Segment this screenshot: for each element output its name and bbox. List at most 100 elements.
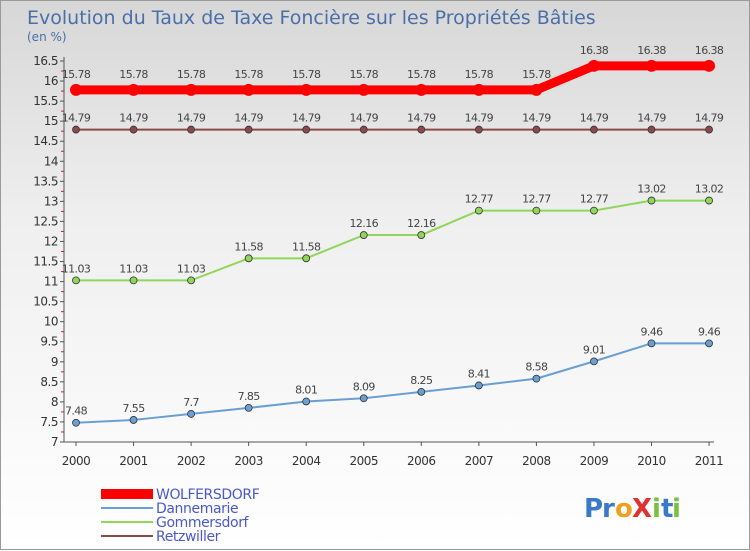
data-point	[129, 416, 138, 424]
legend: WOLFERSDORFDannemarieGommersdorfRetzwill…	[101, 487, 260, 545]
data-label: 14.79	[695, 112, 724, 125]
y-tick-label: 7.5	[40, 415, 58, 429]
data-label: 14.79	[522, 112, 551, 125]
logo-letter: o	[615, 494, 634, 524]
data-label: 15.78	[292, 68, 321, 81]
data-label: 14.79	[580, 112, 609, 125]
y-tick-label: 13.5	[33, 174, 58, 188]
data-label: 7.85	[238, 390, 261, 403]
data-label: 15.78	[177, 68, 206, 81]
x-tick-label: 2003	[234, 454, 263, 468]
data-label: 9.46	[698, 325, 721, 338]
data-point	[187, 276, 196, 285]
data-label: 15.78	[119, 68, 148, 81]
data-point	[359, 394, 368, 403]
data-label: 15.78	[407, 68, 436, 81]
x-tick-label: 2011	[695, 454, 724, 468]
data-label: 8.25	[410, 374, 433, 387]
legend-label: Dannemarie	[156, 501, 238, 517]
data-point	[645, 59, 658, 72]
data-point	[244, 254, 253, 263]
y-tick-label: 11	[44, 275, 58, 289]
data-point	[187, 410, 196, 418]
logo-letter: X	[632, 494, 653, 524]
data-point	[590, 125, 598, 134]
data-label: 11.03	[62, 262, 91, 275]
data-label: 12.16	[407, 217, 436, 230]
data-label: 14.79	[292, 112, 321, 125]
y-axis-unit-label: (en %)	[27, 30, 67, 44]
data-point	[532, 374, 541, 383]
data-label: 8.41	[468, 367, 490, 380]
data-label: 11.58	[292, 240, 321, 253]
y-tick-label: 12.5	[33, 214, 58, 228]
data-label: 13.02	[637, 183, 666, 196]
axes: 7 7.5 8 8.5 9 9.5 10 10.5 11 11.5 12 12.5 13 13.5 14 14…	[33, 54, 724, 468]
proxiti-logo: Pr oXi ti	[584, 494, 681, 524]
data-label: 9.46	[640, 325, 663, 338]
x-tick-label: 2001	[119, 454, 148, 468]
data-point	[129, 276, 138, 285]
y-tick-label: 16	[44, 74, 58, 88]
data-label: 14.79	[177, 112, 206, 125]
data-label: 13.02	[695, 183, 724, 196]
data-point	[417, 387, 426, 396]
data-point	[705, 196, 713, 205]
data-point	[302, 125, 311, 134]
data-label: 7.7	[183, 396, 199, 409]
data-point	[532, 125, 541, 134]
series-layer	[70, 59, 716, 427]
data-point	[129, 125, 138, 134]
data-point	[647, 125, 656, 134]
x-tick-label: 2002	[177, 454, 206, 468]
y-tick-label: 15	[44, 114, 58, 128]
legend-swatch	[101, 489, 153, 499]
y-tick-label: 9	[51, 355, 58, 369]
y-tick-label: 12	[44, 234, 58, 248]
x-tick-label: 2010	[637, 454, 666, 468]
data-label: 15.78	[465, 68, 494, 81]
y-tick-label: 15.5	[33, 94, 58, 108]
chart-title: Evolution du Taux de Taxe Foncière sur l…	[27, 7, 596, 29]
data-point	[647, 339, 656, 348]
data-label: 8.01	[295, 383, 317, 396]
data-point	[703, 59, 716, 72]
data-label: 12.77	[465, 193, 494, 206]
legend-label: Retzwiller	[156, 529, 221, 545]
series-line-gommersdorf	[75, 199, 711, 282]
data-point	[244, 404, 253, 412]
y-tick-label: 10	[44, 315, 58, 329]
data-point	[474, 206, 483, 215]
data-point	[417, 231, 426, 239]
y-tick-label: 8.5	[40, 375, 58, 389]
data-point	[72, 125, 80, 134]
data-point	[302, 397, 311, 406]
legend-label: WOLFERSDORF	[156, 487, 260, 503]
data-label: 14.79	[637, 112, 666, 125]
data-label: 15.78	[62, 68, 91, 81]
data-label: 14.79	[465, 112, 494, 125]
data-label: 16.38	[695, 44, 724, 57]
data-label: 16.38	[637, 44, 666, 57]
data-point	[72, 276, 80, 285]
data-point	[415, 83, 428, 96]
y-tick-label: 13	[44, 194, 58, 208]
data-point	[587, 59, 600, 72]
y-tick-label: 10.5	[33, 295, 58, 309]
data-label: 12.77	[580, 193, 609, 206]
data-label: 14.79	[62, 112, 91, 125]
data-point	[474, 381, 483, 390]
data-point	[705, 339, 713, 348]
data-point	[417, 125, 426, 134]
y-tick-label: 14	[44, 154, 58, 168]
data-point	[359, 125, 368, 134]
data-label: 11.58	[234, 240, 263, 253]
data-label: 14.79	[350, 112, 379, 125]
data-label: 15.78	[522, 68, 551, 81]
data-label: 12.16	[350, 217, 379, 230]
data-point	[472, 83, 485, 96]
data-point	[127, 83, 140, 96]
data-label: 16.38	[580, 44, 609, 57]
data-point	[242, 83, 255, 96]
